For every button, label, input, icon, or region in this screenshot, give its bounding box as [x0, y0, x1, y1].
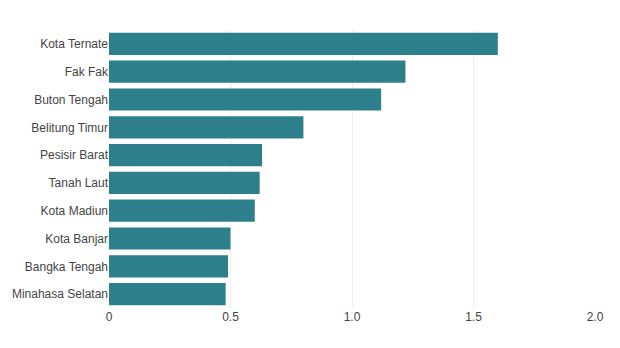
svg-text:Tanah Laut: Tanah Laut: [49, 176, 109, 190]
svg-text:2.0: 2.0: [587, 310, 604, 324]
svg-text:Bangka Tengah: Bangka Tengah: [25, 260, 108, 274]
svg-text:Pesisir Barat: Pesisir Barat: [40, 148, 109, 162]
svg-text:Kota Banjar: Kota Banjar: [45, 232, 108, 246]
svg-text:0.5: 0.5: [222, 310, 239, 324]
svg-text:Buton Tengah: Buton Tengah: [34, 93, 108, 107]
svg-text:Minahasa Selatan: Minahasa Selatan: [12, 287, 108, 301]
svg-text:Belitung Timur: Belitung Timur: [31, 121, 108, 135]
svg-text:Kota Ternate: Kota Ternate: [40, 37, 108, 51]
svg-text:1.5: 1.5: [465, 310, 482, 324]
svg-text:0: 0: [106, 310, 113, 324]
svg-text:1.0: 1.0: [344, 310, 361, 324]
svg-text:Kota Madiun: Kota Madiun: [41, 204, 108, 218]
svg-text:Fak Fak: Fak Fak: [65, 65, 109, 79]
